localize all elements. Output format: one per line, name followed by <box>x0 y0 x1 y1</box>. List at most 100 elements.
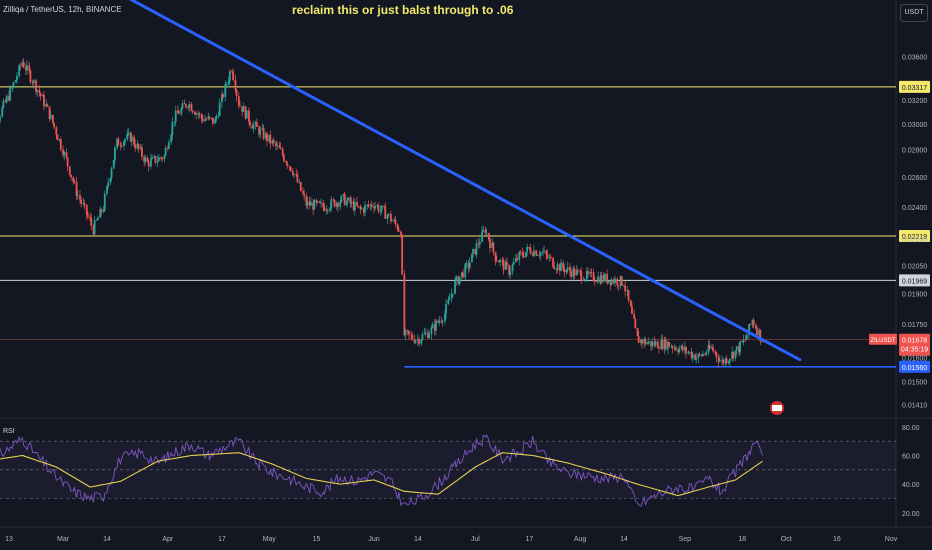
candle-body <box>318 201 321 203</box>
candle-body <box>600 275 603 284</box>
candle-body <box>245 110 248 119</box>
price-tick-label: 0.01900 <box>902 292 927 299</box>
level-price-label: 0.01560 <box>902 365 927 372</box>
candle-body <box>63 152 66 156</box>
candle-body <box>629 300 632 307</box>
candle-body <box>748 324 750 335</box>
price-tick-label: 0.02400 <box>902 205 927 212</box>
candle-body <box>224 84 227 98</box>
candle-body <box>48 106 51 120</box>
candle-body <box>286 162 289 167</box>
candle-body <box>66 157 69 167</box>
price-tick-label: 0.01500 <box>902 379 927 386</box>
candle-body <box>153 156 156 158</box>
candle-body <box>374 206 377 209</box>
candle-body <box>636 327 639 337</box>
candle-body <box>391 220 393 222</box>
candle-body <box>299 182 302 192</box>
currency-button[interactable]: USDT <box>900 4 928 22</box>
candle-body <box>413 339 416 343</box>
candle-body <box>258 126 260 135</box>
candle-body <box>340 195 343 203</box>
candle-body <box>731 351 734 359</box>
candle-body <box>614 278 616 284</box>
candle-body <box>754 325 757 329</box>
candle-body <box>127 132 130 135</box>
candle-body <box>502 260 505 270</box>
horizontal-levels[interactable]: 0.03317 0.02219 0.01969 0.01560 ZILUSDT 0.016… <box>0 80 930 373</box>
candle-body <box>474 249 477 255</box>
candle-body <box>2 100 5 108</box>
candle-body <box>73 181 76 183</box>
candle-body <box>708 345 711 349</box>
chart-annotation: reclaim this or just balst through to .0… <box>292 3 514 17</box>
axes-layer: 0.03600 0.03200 0.03000 0.02800 0.02600 0.024… <box>5 54 927 543</box>
candle-body <box>58 139 61 141</box>
candle-body <box>569 267 571 272</box>
events-layer[interactable] <box>770 401 784 415</box>
trendline-layer[interactable] <box>53 0 802 362</box>
candle-body <box>154 156 157 163</box>
candle-body <box>725 358 728 364</box>
candle-body <box>373 206 375 209</box>
candle-body <box>144 157 147 162</box>
candle-body <box>489 239 491 249</box>
rsi-line <box>0 433 764 507</box>
candle-body <box>431 324 434 328</box>
candle-body <box>8 95 10 101</box>
candle-body <box>573 268 576 276</box>
candle-body <box>448 298 451 301</box>
candle-body <box>509 271 512 275</box>
candle-body <box>282 155 285 162</box>
candle-body <box>539 252 542 256</box>
candle-body <box>190 104 193 111</box>
candle-body <box>457 276 460 285</box>
candle-body <box>362 208 365 213</box>
candle-body <box>616 278 619 286</box>
price-tick-label: 0.02800 <box>902 148 927 155</box>
candle-body <box>756 328 758 336</box>
candle-body <box>758 329 761 336</box>
candle-body <box>670 346 673 348</box>
candle-body <box>589 272 592 274</box>
price-tick-label: 0.01410 <box>902 402 927 409</box>
candle-body <box>45 104 48 107</box>
level-price-tag <box>899 274 930 287</box>
candle-body <box>472 249 475 254</box>
candle-body <box>681 345 684 351</box>
candle-body <box>566 267 569 270</box>
price-tick-label: 0.01600 <box>902 355 927 362</box>
candle-body <box>715 352 718 358</box>
candle-body <box>741 341 744 343</box>
candle-body <box>671 346 674 349</box>
descending-trendline[interactable] <box>53 0 802 362</box>
candle-body <box>403 274 406 336</box>
candle-body <box>117 138 120 146</box>
candle-body <box>32 80 35 84</box>
candle-body <box>68 166 71 175</box>
candle-body <box>430 327 433 335</box>
candle-body <box>688 351 691 353</box>
candle-body <box>80 199 83 204</box>
candle-body <box>41 94 44 97</box>
rsi-moving-average <box>0 452 763 497</box>
candle-body <box>609 280 612 285</box>
candle-body <box>255 122 258 127</box>
candle-body <box>759 329 762 341</box>
candle-body <box>582 280 585 281</box>
candle-body <box>633 313 636 319</box>
candle-body <box>29 70 32 83</box>
candle-body <box>288 166 291 167</box>
candle-body <box>441 321 444 322</box>
price-tick-label: 0.02050 <box>902 263 927 270</box>
candle-body <box>102 209 105 212</box>
candle-body <box>401 236 404 275</box>
candle-body <box>11 87 14 89</box>
candle-body <box>129 132 132 142</box>
candle-body <box>59 139 62 150</box>
candle-body <box>143 156 146 162</box>
candle-body <box>114 147 116 160</box>
candle-body <box>408 331 410 335</box>
candle-body <box>295 174 298 175</box>
